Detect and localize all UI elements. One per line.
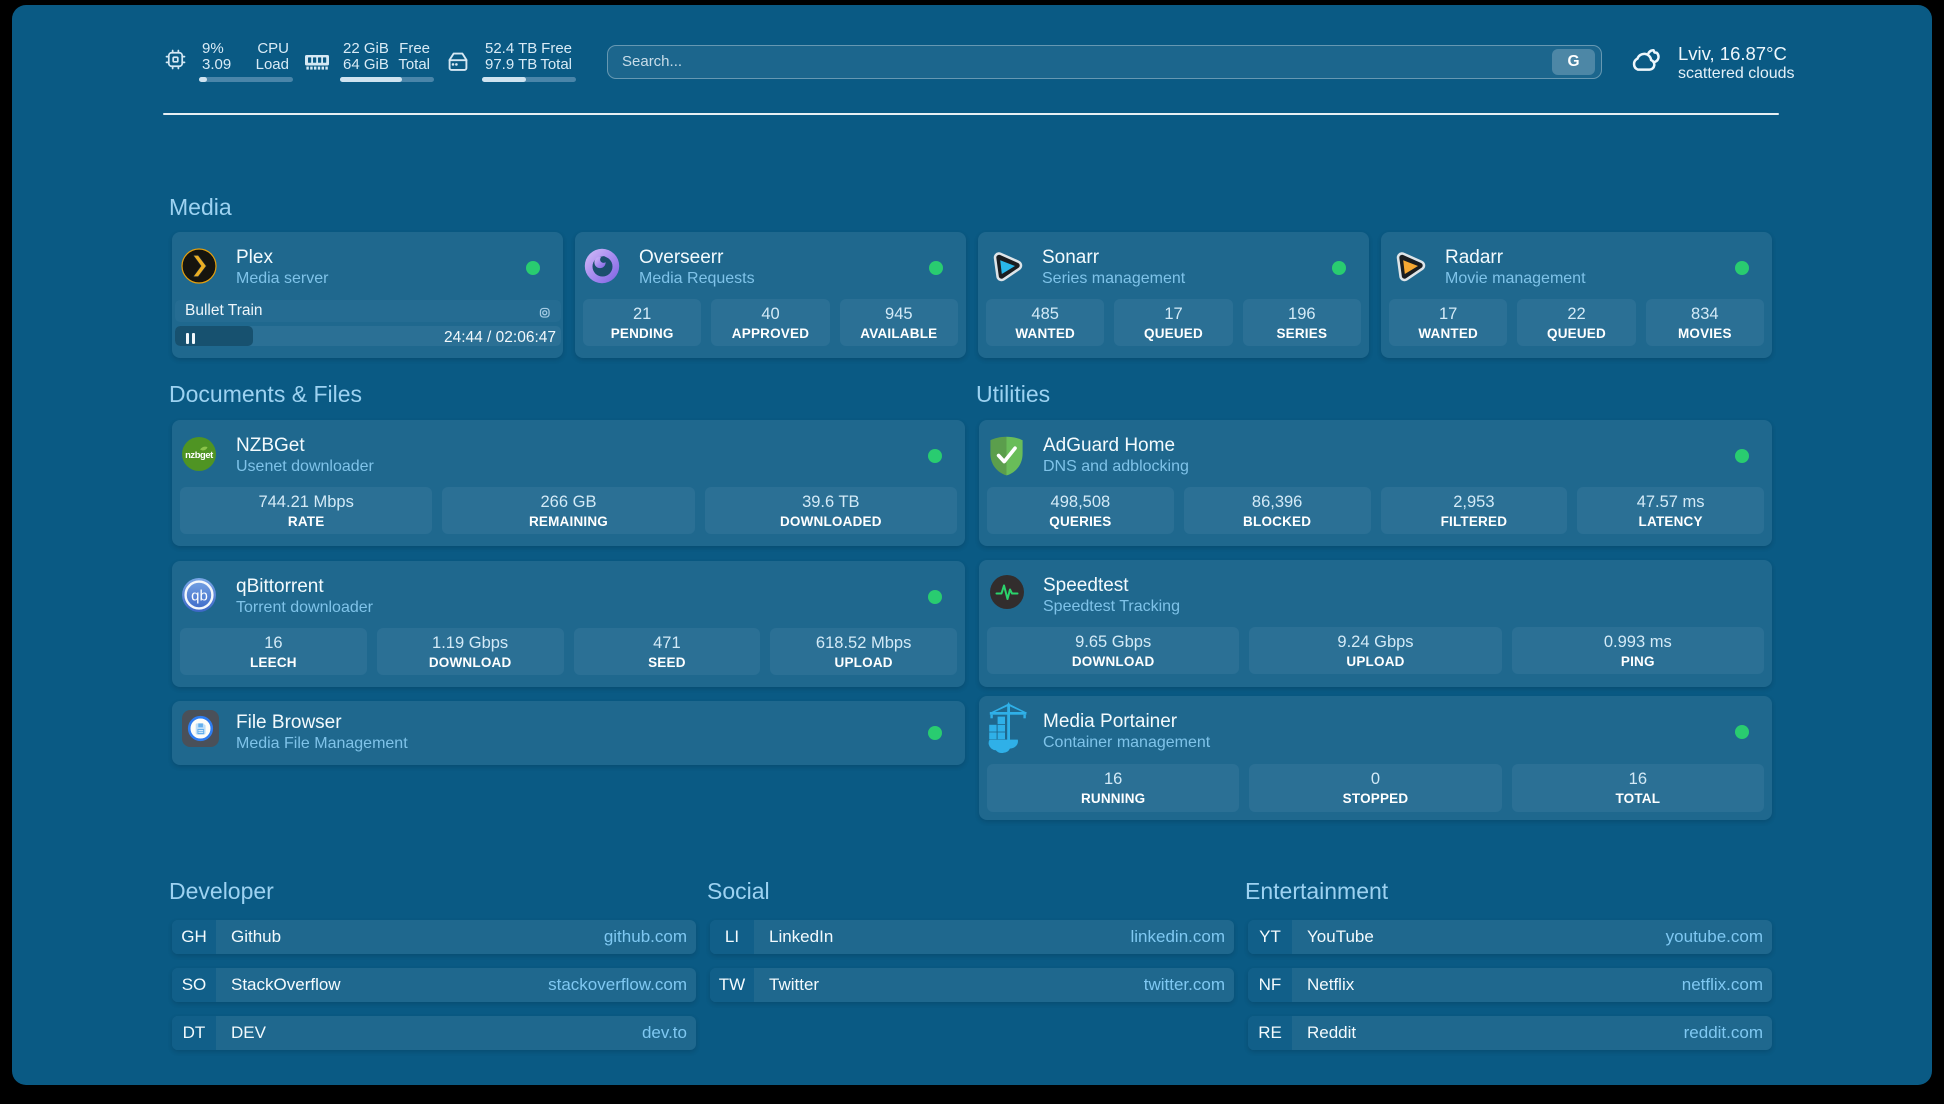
svg-text:qb: qb bbox=[191, 588, 208, 605]
svg-text:nzbget: nzbget bbox=[185, 449, 213, 460]
